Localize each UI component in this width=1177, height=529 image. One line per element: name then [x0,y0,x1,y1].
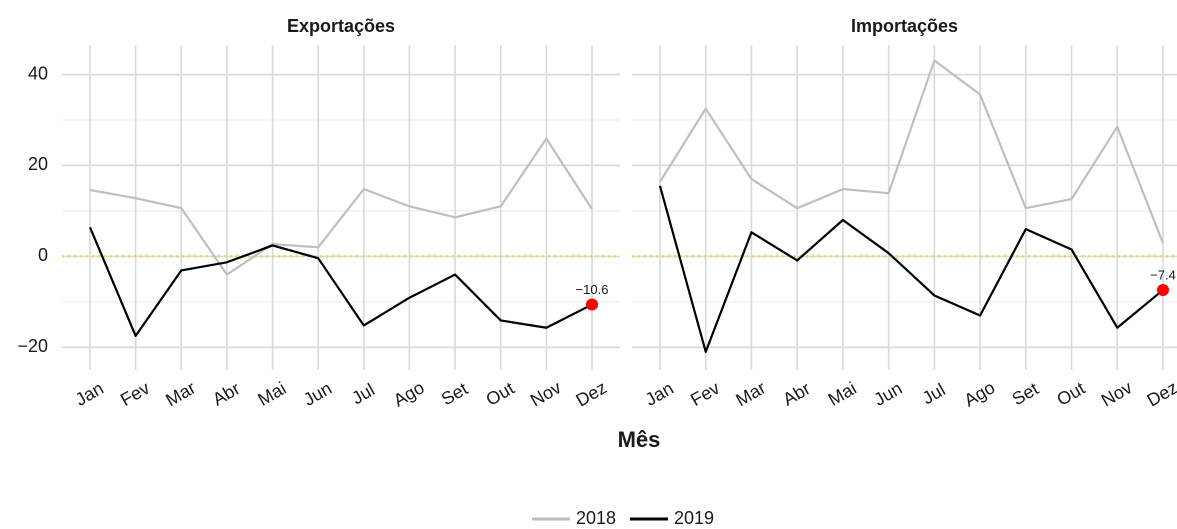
x-tick-label: Mar [732,378,769,411]
panel-title: Exportações [287,16,395,36]
y-tick-label: −20 [17,336,48,356]
series-line [89,137,593,276]
series-line [658,185,1164,353]
y-tick-label: 40 [28,63,48,83]
x-tick-label: Jun [300,378,335,410]
x-axis-label: Mês [618,427,661,452]
x-tick-label: Ago [390,377,428,410]
x-tick-label: Abr [209,378,243,409]
series-line [659,59,1165,244]
x-tick-label: Nov [527,377,565,410]
panel-title: Importações [851,16,958,36]
x-tick-label: Dez [1144,377,1177,410]
x-tick-label: Set [438,378,471,409]
x-tick-label: Mai [254,378,289,410]
x-tick-label: Jun [870,378,905,410]
x-tick-label: Out [1053,378,1088,410]
x-tick-label: Jul [919,380,949,409]
legend-label: 2019 [674,508,714,528]
x-tick-label: Fev [117,378,153,410]
x-tick-label: Mar [162,378,199,411]
data-label: −7.4 [1150,267,1176,282]
legend-label: 2018 [576,508,616,528]
y-tick-label: 0 [38,245,48,265]
y-tick-label: 20 [28,154,48,174]
x-tick-label: Ago [961,377,999,410]
x-tick-label: Nov [1098,377,1136,410]
x-tick-label: Jan [642,378,677,410]
highlight-point [586,298,598,311]
series-line [88,226,593,338]
x-tick-label: Set [1008,378,1041,409]
x-tick-label: Jul [348,380,378,409]
x-tick-label: Dez [573,377,611,410]
x-tick-label: Abr [779,378,813,409]
x-tick-label: Jan [72,378,107,410]
x-tick-label: Mai [825,378,860,410]
x-tick-label: Out [483,378,518,410]
data-label: −10.6 [576,282,609,297]
x-tick-label: Fev [687,378,723,410]
highlight-point [1157,284,1169,296]
